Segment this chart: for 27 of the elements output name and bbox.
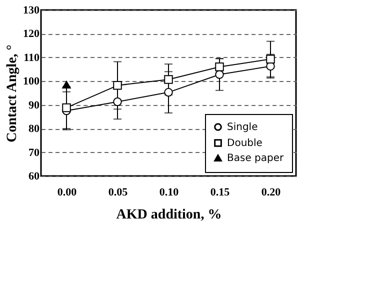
point (62, 103, 71, 112)
point (215, 62, 224, 72)
y-tick-label: 70 (28, 146, 40, 159)
point (266, 54, 275, 64)
point (164, 88, 173, 97)
point (113, 81, 122, 90)
point (113, 97, 122, 106)
point (62, 80, 71, 89)
y-tick-label: 80 (28, 123, 40, 136)
point (215, 70, 224, 79)
y-tick-label: 90 (28, 99, 40, 112)
y-axis-title: Contact Angle, ° (5, 44, 20, 142)
legend-label: Double (227, 138, 262, 149)
x-tick-label: 0.10 (159, 186, 180, 198)
point (164, 75, 173, 84)
x-tick-label: 0.05 (108, 186, 128, 198)
x-tick-label: 0.20 (261, 186, 282, 198)
y-tick-label: 100 (23, 76, 40, 88)
legend-label: Single (227, 122, 258, 133)
x-axis-title: AKD addition, % (116, 208, 222, 222)
y-tick-label: 60 (28, 170, 40, 182)
legend-label: Base paper (227, 153, 285, 164)
x-tick-label: 0.15 (210, 186, 230, 198)
y-tick-label: 120 (23, 28, 40, 40)
y-tick-label: 110 (24, 52, 40, 64)
x-tick-label: 0.00 (57, 186, 78, 198)
y-tick-label: 130 (23, 4, 40, 16)
